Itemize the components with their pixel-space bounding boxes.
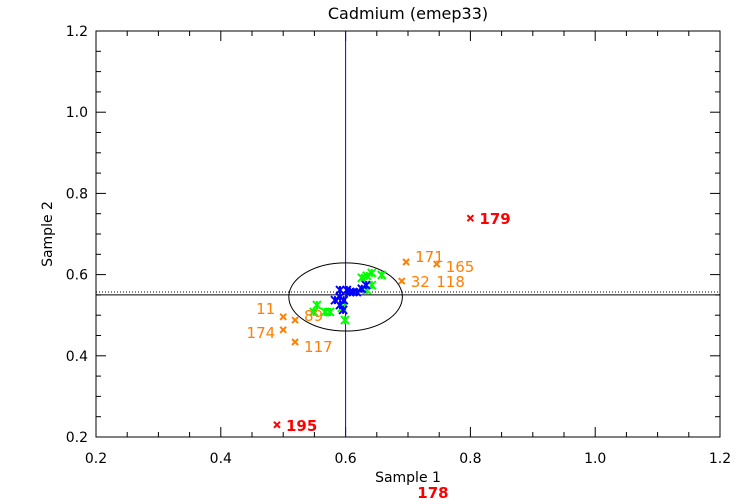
data-point [352, 287, 362, 297]
data-point-label: 195 [286, 417, 317, 435]
data-point [398, 277, 406, 285]
data-point [279, 313, 287, 321]
plot-area: 0.2 0.4 0.6 0.8 1.0 1.20.20.40.60.81.01.21711… [66, 24, 731, 502]
x-tick-label: 1.0 [584, 451, 606, 467]
data-point [466, 214, 475, 222]
data-point [291, 316, 299, 324]
data-point-label: 117 [304, 338, 333, 356]
x-tick-label: 1.2 [709, 451, 731, 467]
data-point-label: 11 [256, 300, 275, 318]
data-point [291, 338, 299, 346]
data-point [340, 315, 350, 325]
y-tick-label: 0.8 [66, 186, 88, 202]
data-point [309, 307, 319, 317]
data-point [362, 271, 372, 281]
data-point [432, 260, 441, 268]
plot-frame [95, 30, 721, 438]
x-tick-label: 0.8 [459, 451, 481, 467]
x-axis-label: Sample 1 [375, 470, 441, 486]
data-point-label: 165 [446, 258, 475, 276]
data-point [279, 326, 287, 334]
data-point-label: 174 [247, 324, 276, 342]
series-red: 179 195 178 [273, 210, 511, 502]
data-point-label: 118 [436, 273, 465, 291]
y-tick-label: 1.0 [66, 105, 88, 121]
data-point [338, 305, 348, 315]
data-point-label: 178 [417, 484, 448, 500]
data-point [361, 280, 371, 290]
x-tick-label: 0.2 [85, 451, 107, 467]
data-point-label: 179 [479, 210, 510, 228]
x-tick-label: 0.4 [210, 451, 232, 467]
y-tick-label: 0.4 [66, 349, 88, 365]
data-point [402, 258, 410, 266]
y-axis-label: Sample 2 [40, 201, 56, 267]
data-point-label: 32 [411, 273, 430, 291]
y-tick-label: 0.6 [66, 268, 88, 284]
data-point [367, 268, 377, 278]
data-point [377, 270, 387, 280]
x-tick-label: 0.6 [334, 451, 356, 467]
y-tick-label: 1.2 [66, 24, 88, 40]
data-point [325, 307, 335, 317]
chart-title: Cadmium (emep33) [328, 4, 488, 23]
confidence-ellipse [288, 262, 403, 332]
data-point-label: 89 [304, 307, 323, 325]
data-point-label: 171 [415, 248, 444, 266]
y-tick-label: 0.2 [66, 430, 88, 446]
data-point [273, 421, 281, 429]
data-point [357, 273, 367, 283]
series-blue [330, 280, 371, 315]
data-point [335, 285, 345, 295]
